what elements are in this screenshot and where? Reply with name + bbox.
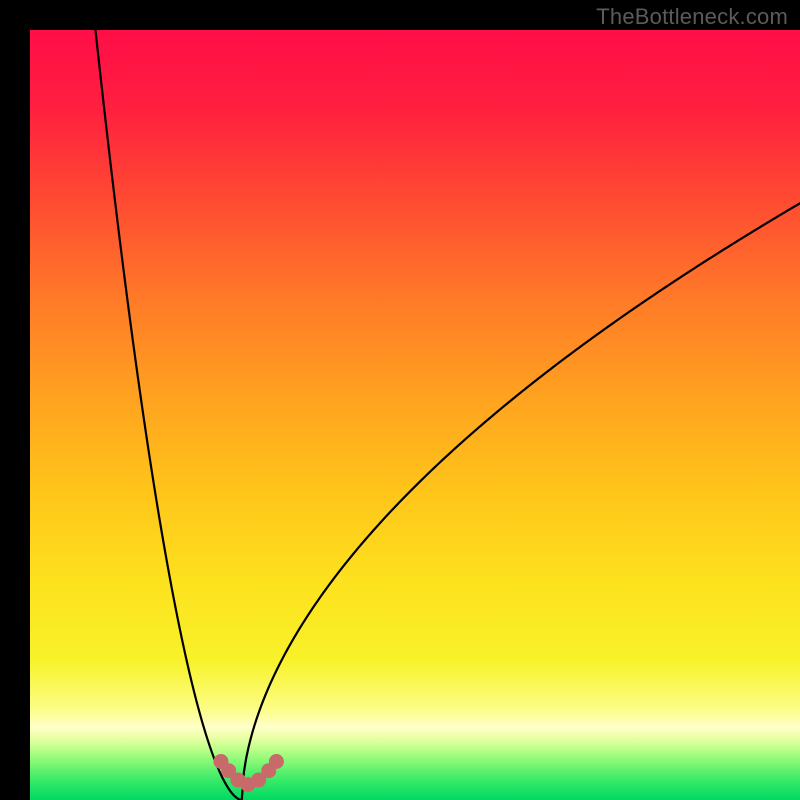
gradient-background (30, 30, 800, 800)
bottleneck-curve-chart (30, 30, 800, 800)
min-dot (269, 754, 284, 769)
watermark-text: TheBottleneck.com (596, 4, 788, 30)
chart-area (30, 30, 800, 800)
